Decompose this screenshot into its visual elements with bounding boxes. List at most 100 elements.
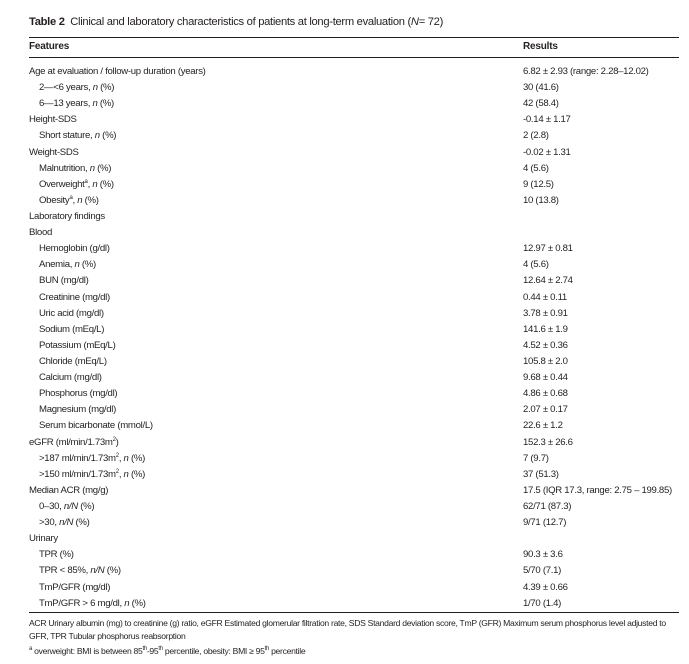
text-segment: (%) bbox=[73, 517, 90, 529]
text-segment: n/N bbox=[63, 500, 78, 512]
feature-label: Overweighta, n (%) bbox=[39, 179, 114, 190]
table-row: Phosphorus (mg/dl) 4.86 ± 0.68 bbox=[29, 386, 679, 402]
text-segment: n bbox=[89, 162, 95, 174]
table-row: eGFR (ml/min/1.73m2) 152.3 ± 26.6 bbox=[29, 435, 679, 451]
table-row: 2—<6 years, n (%) 30 (41.6) bbox=[29, 80, 679, 96]
text-segment: TmP/GFR > 6 mg/dl, bbox=[39, 597, 125, 609]
result-value: 141.6 ± 1.9 bbox=[523, 323, 568, 335]
text-segment: (%) bbox=[129, 597, 146, 609]
table-row: Anemia, n (%) 4 (5.6) bbox=[29, 257, 679, 273]
text-segment: Calcium (mg/dl) bbox=[39, 372, 102, 384]
table-row: Magnesium (mg/dl) 2.07 ± 0.17 bbox=[29, 402, 679, 418]
result-value: 4 (5.6) bbox=[523, 259, 549, 271]
bottom-rule bbox=[29, 612, 679, 613]
top-rule bbox=[29, 37, 679, 39]
table-row: Laboratory findings bbox=[29, 209, 679, 225]
header-features: Features bbox=[29, 41, 70, 52]
feature-label: Sodium (mEq/L) bbox=[39, 324, 104, 335]
text-segment: >30, bbox=[39, 517, 60, 529]
table-row: TmP/GFR > 6 mg/dl, n (%) 1/70 (1.4) bbox=[29, 596, 679, 612]
feature-label: Median ACR (mg/g) bbox=[29, 485, 108, 496]
text-segment: (%) bbox=[97, 178, 114, 190]
result-value: 9.68 ± 0.44 bbox=[523, 372, 568, 384]
feature-label: 0–30, n/N (%) bbox=[39, 500, 95, 512]
feature-label: 6—13 years, n (%) bbox=[39, 98, 114, 109]
header-rule bbox=[29, 57, 679, 58]
table-row: Chloride (mEq/L) 105.8 ± 2.0 bbox=[29, 354, 679, 370]
header-results: Results bbox=[523, 41, 558, 52]
table-row: Short stature, n (%) 2 (2.8) bbox=[29, 128, 679, 144]
text-segment: overweight: BMI is between 85 bbox=[32, 646, 143, 656]
text-segment: Creatinine (mg/dl) bbox=[39, 291, 110, 303]
text-segment: 2 bbox=[112, 436, 116, 443]
text-segment: Phosphorus (mg/dl) bbox=[39, 388, 118, 400]
feature-label: Blood bbox=[29, 227, 52, 238]
feature-label: TmP/GFR (mg/dl) bbox=[39, 582, 110, 593]
result-value: 1/70 (1.4) bbox=[523, 597, 562, 609]
text-segment: Blood bbox=[29, 227, 53, 239]
feature-label: Potassium (mEq/L) bbox=[39, 339, 116, 351]
text-segment: 2 bbox=[115, 452, 119, 459]
text-segment: eGFR (ml/min/1.73m bbox=[29, 436, 113, 448]
text-segment: -95 bbox=[146, 646, 159, 656]
result-value: 3.78 ± 0.91 bbox=[523, 307, 568, 319]
text-segment: n bbox=[92, 178, 98, 190]
text-segment: (%) bbox=[128, 452, 145, 464]
result-value: 152.3 ± 26.6 bbox=[523, 436, 573, 448]
result-value: -0.14 ± 1.17 bbox=[523, 114, 571, 126]
result-value: 90.3 ± 3.6 bbox=[523, 549, 563, 561]
text-segment: n/N bbox=[59, 517, 74, 529]
feature-label: >30, n/N (%) bbox=[39, 517, 90, 528]
text-segment: (%) bbox=[128, 468, 145, 480]
feature-label: Age at evaluation / follow-up duration (… bbox=[29, 66, 206, 77]
table-body: Age at evaluation / follow-up duration (… bbox=[29, 64, 679, 612]
text-segment: n bbox=[92, 82, 98, 94]
text-segment: Overweight bbox=[39, 178, 85, 190]
table-row: 6—13 years, n (%) 42 (58.4) bbox=[29, 96, 679, 112]
text-segment: n bbox=[77, 194, 83, 206]
table-row: Serum bicarbonate (mmol/L) 22.6 ± 1.2 bbox=[29, 418, 679, 434]
result-value: 5/70 (7.1) bbox=[523, 565, 562, 577]
feature-label: >187 ml/min/1.73m2, n (%) bbox=[39, 452, 145, 464]
footnote-a: a overweight: BMI is between 85th-95th p… bbox=[29, 645, 669, 658]
text-segment: 0–30, bbox=[39, 500, 64, 512]
result-value: 62/71 (87.3) bbox=[523, 500, 572, 512]
text-segment: Weight-SDS bbox=[29, 146, 79, 158]
result-value: 12.97 ± 0.81 bbox=[523, 243, 573, 255]
text-segment: th bbox=[142, 646, 147, 653]
text-segment: Median ACR (mg/g) bbox=[29, 484, 109, 496]
text-segment: Potassium (mEq/L) bbox=[39, 339, 116, 351]
table-row: 0–30, n/N (%) 62/71 (87.3) bbox=[29, 499, 679, 515]
result-value: 105.8 ± 2.0 bbox=[523, 355, 568, 367]
text-segment: TPR (%) bbox=[39, 549, 74, 561]
text-segment: th bbox=[264, 646, 270, 653]
text-segment: >150 ml/min/1.73m bbox=[39, 468, 116, 480]
text-segment: n/N bbox=[90, 565, 105, 577]
feature-label: Calcium (mg/dl) bbox=[39, 372, 102, 383]
table-row: Obesitya, n (%) 10 (13.8) bbox=[29, 193, 679, 209]
text-segment: (%) bbox=[104, 565, 121, 577]
feature-label: TPR < 85%, n/N (%) bbox=[39, 565, 121, 576]
table-row: Malnutrition, n (%) 4 (5.6) bbox=[29, 161, 679, 177]
table-row: TPR (%) 90.3 ± 3.6 bbox=[29, 547, 679, 563]
text-segment: Uric acid (mg/dl) bbox=[39, 307, 104, 319]
text-segment: Height-SDS bbox=[29, 114, 77, 126]
feature-label: Creatinine (mg/dl) bbox=[39, 292, 110, 303]
text-segment: (%) bbox=[97, 82, 115, 94]
text-segment: a bbox=[84, 178, 88, 185]
text-segment: n bbox=[94, 130, 100, 142]
text-segment: (%) bbox=[79, 259, 96, 271]
result-value: -0.02 ± 1.31 bbox=[523, 146, 571, 158]
feature-label: Urinary bbox=[29, 533, 58, 544]
text-segment: n bbox=[123, 452, 129, 464]
feature-label: Magnesium (mg/dl) bbox=[39, 404, 116, 415]
caption-text: Clinical and laboratory characteristics … bbox=[70, 16, 411, 28]
table-row: >187 ml/min/1.73m2, n (%) 7 (9.7) bbox=[29, 451, 679, 467]
text-segment: 6—13 years, bbox=[39, 98, 93, 110]
result-value: 6.82 ± 2.93 (range: 2.28–12.02) bbox=[523, 66, 649, 77]
footnote-abbreviations: ACR Urinary albumin (mg) to creatinine (… bbox=[29, 618, 666, 641]
table-row: Potassium (mEq/L) 4.52 ± 0.36 bbox=[29, 338, 679, 354]
feature-label: BUN (mg/dl) bbox=[39, 275, 89, 286]
table-row: Calcium (mg/dl) 9.68 ± 0.44 bbox=[29, 370, 679, 386]
result-value: 37 (51.3) bbox=[523, 468, 559, 480]
